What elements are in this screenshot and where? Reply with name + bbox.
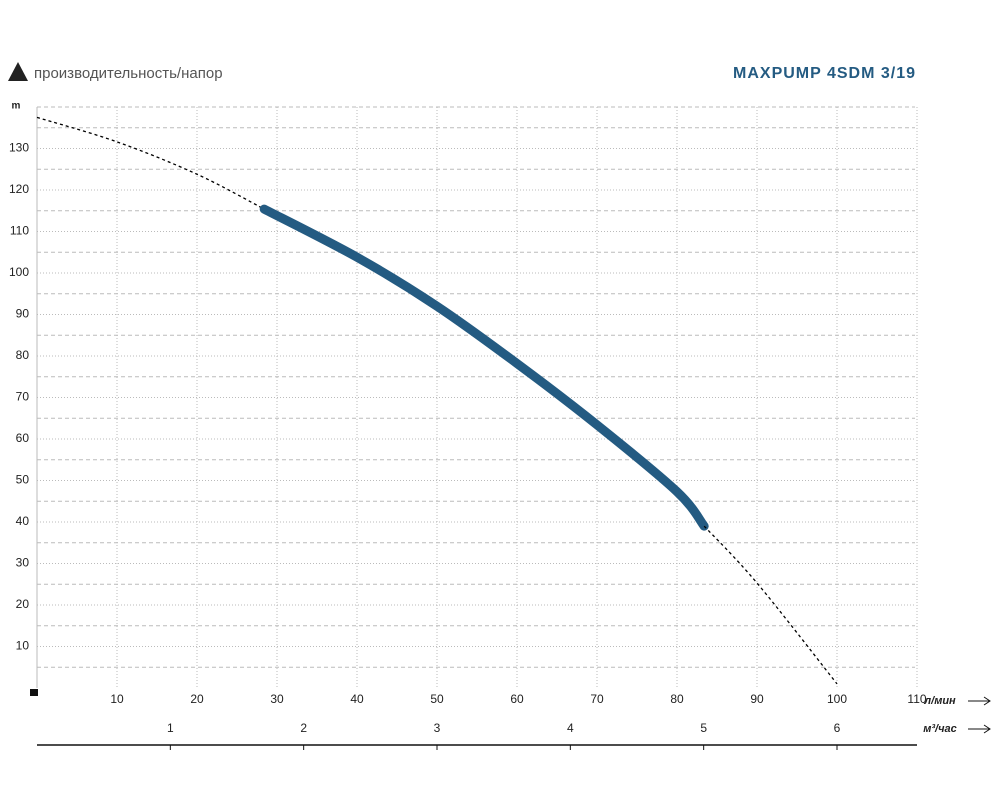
x2-tick-label: 6	[834, 721, 841, 735]
y-tick-label: 110	[10, 224, 29, 238]
x2-tick-label: 1	[167, 721, 174, 735]
y-tick-label: 70	[16, 390, 30, 404]
x2-tick-label: 3	[434, 721, 441, 735]
curve	[259, 204, 709, 531]
y-tick-label: 100	[9, 265, 29, 279]
x-tick-label: 80	[670, 692, 684, 706]
y-tick-label: 120	[9, 182, 29, 196]
y-tick-label: 60	[16, 431, 30, 445]
x2-tick-label: 4	[567, 721, 574, 735]
y-tick-label: 130	[9, 141, 29, 155]
y-tick-label: 40	[16, 514, 30, 528]
y-tick-label: 90	[16, 307, 30, 321]
y-tick-label: 10	[16, 639, 30, 653]
x-tick-label: 40	[350, 692, 364, 706]
x2-axis-label: м³/час	[923, 723, 957, 735]
y-tick-label: 30	[16, 556, 30, 570]
x-tick-label: 20	[190, 692, 204, 706]
y-tick-label: 80	[16, 348, 30, 362]
x-tick-label: 50	[430, 692, 444, 706]
arrow	[968, 724, 991, 734]
x-tick-label: 10	[110, 692, 124, 706]
x-tick-label: 30	[270, 692, 284, 706]
x2-tick-label: 5	[700, 721, 707, 735]
curve-extension	[36, 116, 265, 210]
x-tick-label: 70	[590, 692, 604, 706]
x-tick-label: 60	[510, 692, 524, 706]
x-axis-label: л/мин	[923, 695, 956, 707]
triangle-icon	[8, 62, 28, 81]
chart-subtitle: производительность/напор	[34, 65, 223, 82]
x-tick-label: 100	[827, 692, 847, 706]
origin-marker	[30, 689, 38, 696]
x2-tick-label: 2	[300, 721, 307, 735]
y-axis-label: m	[12, 101, 21, 112]
arrow	[968, 696, 991, 706]
x-tick-label: 110	[907, 692, 926, 706]
curve-extension	[703, 525, 838, 685]
y-tick-label: 50	[16, 473, 30, 487]
x-tick-label: 90	[750, 692, 764, 706]
chart-title: MAXPUMP 4SDM 3/19	[733, 65, 916, 82]
y-tick-label: 20	[16, 597, 30, 611]
